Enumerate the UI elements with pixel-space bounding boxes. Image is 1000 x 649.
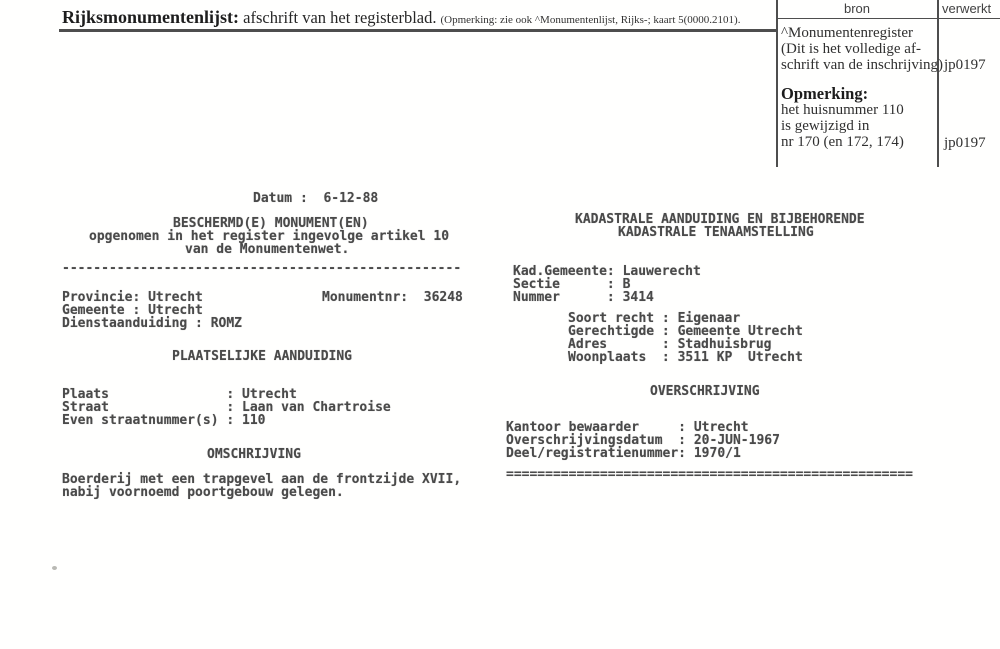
provincie-line: Provincie: Utrecht: [62, 290, 203, 305]
kadastrale-heading-line1: KADASTRALE AANDUIDING EN BIJBEHORENDE: [575, 212, 865, 227]
log-column-header-bron: bron: [843, 1, 871, 16]
equals-separator: ========================================…: [506, 467, 913, 482]
beschermd-heading-line1: BESCHERMD(E) MONUMENT(EN): [173, 216, 369, 231]
log-table-column-divider: [937, 0, 939, 167]
title-underline: [59, 29, 776, 32]
dienstaanduiding-line: Dienstaanduiding : ROMZ: [62, 316, 243, 331]
gemeente-line: Gemeente : Utrecht: [62, 303, 203, 318]
plaats-line: Plaats : Utrecht: [62, 387, 297, 402]
overschrijving-heading: OVERSCHRIJVING: [650, 384, 760, 399]
adres-line: Adres : Stadhuisbrug: [568, 337, 772, 352]
log-entry1-line3: schrift van de inschrijving): [781, 57, 944, 73]
omschrijving-heading: OMSCHRIJVING: [207, 447, 301, 462]
beschermd-heading-line3: van de Monumentenwet.: [185, 242, 350, 257]
log-entry1-verwerkt-code: jp0197: [944, 57, 986, 73]
soort-recht-line: Soort recht : Eigenaar: [568, 311, 741, 326]
sectie-line: Sectie : B: [513, 277, 631, 292]
log-entry2-line1: het huisnummer 110: [781, 102, 904, 118]
straat-line: Straat : Laan van Chartroise: [62, 400, 391, 415]
document-title-text: afschrift van het registerblad.: [239, 8, 437, 27]
log-entry2-line3: nr 170 (en 172, 174): [781, 134, 904, 150]
kad-gemeente-line: Kad.Gemeente: Lauwerecht: [513, 264, 701, 279]
log-table-header-underline: [776, 17, 1000, 20]
log-entry1-line1: ^Monumentenregister: [781, 25, 914, 41]
log-entry2-verwerkt-code: jp0197: [944, 135, 986, 151]
document-title: Rijksmonumentenlijst: afschrift van het …: [62, 5, 740, 32]
beschermd-heading-line2: opgenomen in het register ingevolge arti…: [89, 229, 450, 244]
datum-line: Datum : 6-12-88: [253, 191, 379, 206]
deel-registratienummer-line: Deel/registratienummer: 1970/1: [506, 446, 741, 461]
scan-speck: [52, 566, 57, 570]
straatnummer-line: Even straatnummer(s) : 110: [62, 413, 266, 428]
overschrijvingsdatum-line: Overschrijvingsdatum : 20-JUN-1967: [506, 433, 780, 448]
plaatselijke-aanduiding-heading: PLAATSELIJKE AANDUIDING: [172, 349, 353, 364]
log-column-header-verwerkt: verwerkt: [942, 1, 992, 16]
nummer-line: Nummer : 3414: [513, 290, 654, 305]
dashed-separator: ----------------------------------------…: [62, 261, 462, 276]
log-entry1-line2: (Dit is het volledige af-: [781, 41, 921, 57]
log-entry2-line2: is gewijzigd in: [781, 118, 870, 134]
woonplaats-line: Woonplaats : 3511 KP Utrecht: [568, 350, 803, 365]
kadastrale-heading-line2: KADASTRALE TENAAMSTELLING: [618, 225, 814, 240]
document-title-bold: Rijksmonumentenlijst:: [62, 7, 240, 27]
omschrijving-line1: Boerderij met een trapgevel aan de front…: [62, 472, 462, 487]
kantoor-bewaarder-line: Kantoor bewaarder : Utrecht: [506, 420, 749, 435]
document-title-note: (Opmerking: zie ook ^Monumentenlijst, Ri…: [440, 14, 741, 26]
omschrijving-line2: nabij voornoemd poortgebouw gelegen.: [62, 485, 344, 500]
log-entry2-opmerking-heading: Opmerking:: [781, 84, 869, 103]
log-table-left-border: [776, 0, 778, 167]
monumentnr-line: Monumentnr: 36248: [322, 290, 463, 305]
gerechtigde-line: Gerechtigde : Gemeente Utrecht: [568, 324, 803, 339]
